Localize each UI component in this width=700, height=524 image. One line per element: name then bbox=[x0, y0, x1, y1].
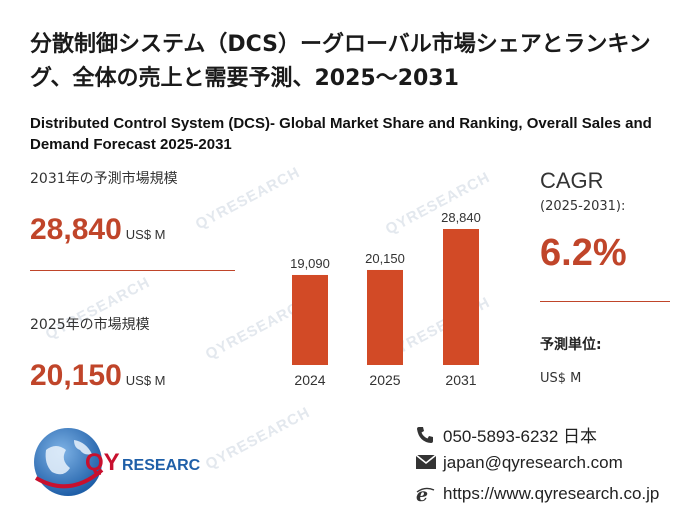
phone-icon bbox=[415, 425, 437, 445]
current-size-value: 20,150 US$ M bbox=[30, 359, 166, 393]
cagr-period: (2025-2031): bbox=[540, 199, 626, 214]
bar-value-label: 20,150 bbox=[365, 251, 405, 266]
x-tick-label: 2031 bbox=[445, 372, 476, 388]
browser-icon: e bbox=[415, 484, 437, 506]
forecast-size-value: 28,840 US$ M bbox=[30, 213, 166, 247]
bar-value-label: 28,840 bbox=[441, 210, 481, 225]
contact-website: e https://www.qyresearch.co.jp bbox=[415, 484, 660, 506]
bar-2031 bbox=[443, 229, 479, 365]
cagr-label: CAGR bbox=[540, 168, 604, 193]
bar-2025 bbox=[367, 269, 403, 365]
bar-value-label: 19,090 bbox=[290, 256, 330, 271]
company-logo: QY RESEARCH bbox=[30, 420, 212, 504]
bar-2024 bbox=[292, 274, 328, 365]
current-size-label: 2025年の市場規模 bbox=[30, 317, 150, 333]
contact-email: japan@qyresearch.com bbox=[415, 453, 623, 473]
forecast-size-number: 28,840 bbox=[30, 213, 122, 246]
svg-text:e: e bbox=[416, 484, 428, 504]
current-size-number: 20,150 bbox=[30, 359, 122, 392]
bar-chart: 19,090 2024 20,150 2025 28,840 2031 bbox=[290, 210, 481, 388]
cagr-value: 6.2% bbox=[540, 232, 627, 274]
svg-text:RESEARCH: RESEARCH bbox=[122, 457, 200, 474]
divider bbox=[540, 301, 670, 302]
mail-icon bbox=[415, 453, 437, 473]
page-subtitle: Distributed Control System (DCS)- Global… bbox=[30, 115, 652, 153]
forecast-size-unit: US$ M bbox=[125, 227, 166, 242]
x-tick-label: 2025 bbox=[369, 372, 400, 388]
website-link[interactable]: https://www.qyresearch.co.jp bbox=[443, 484, 660, 503]
contact-phone: 050-5893-6232 日本 bbox=[415, 422, 597, 447]
forecast-size-label: 2031年の予測市場規模 bbox=[30, 171, 178, 187]
email-link[interactable]: japan@qyresearch.com bbox=[443, 453, 623, 472]
svg-text:QY: QY bbox=[85, 449, 120, 476]
page-title: 分散制御システム（DCS）ーグローバル市場シェアとランキング、全体の売上と需要予… bbox=[30, 32, 651, 91]
phone-number[interactable]: 050-5893-6232 日本 bbox=[443, 427, 598, 446]
divider bbox=[30, 270, 235, 271]
current-size-unit: US$ M bbox=[125, 373, 166, 388]
forecast-unit-title: 予測単位: bbox=[540, 337, 602, 353]
watermark: QYRESEARCH bbox=[202, 403, 314, 474]
forecast-unit-value: US$ M bbox=[540, 371, 582, 386]
x-tick-label: 2024 bbox=[294, 372, 325, 388]
